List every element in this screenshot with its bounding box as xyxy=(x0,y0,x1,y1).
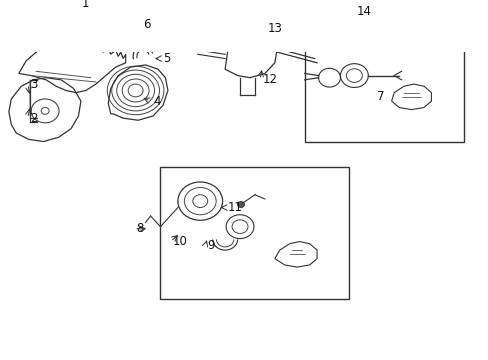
Circle shape xyxy=(248,11,255,17)
Text: 7: 7 xyxy=(376,90,384,103)
Text: 1: 1 xyxy=(82,0,89,10)
Text: 13: 13 xyxy=(267,22,282,35)
Bar xyxy=(160,167,349,299)
Text: 5: 5 xyxy=(163,52,170,65)
Text: 12: 12 xyxy=(262,73,277,86)
Text: 11: 11 xyxy=(227,201,242,214)
Text: 2: 2 xyxy=(30,112,38,125)
Text: 8: 8 xyxy=(136,222,143,235)
Text: 14: 14 xyxy=(356,5,371,18)
Text: 4: 4 xyxy=(153,95,160,108)
Text: 3: 3 xyxy=(30,78,38,91)
Text: 10: 10 xyxy=(173,235,187,248)
Text: 6: 6 xyxy=(143,18,150,31)
Bar xyxy=(304,37,463,141)
Circle shape xyxy=(237,202,244,207)
Text: 9: 9 xyxy=(207,239,215,252)
